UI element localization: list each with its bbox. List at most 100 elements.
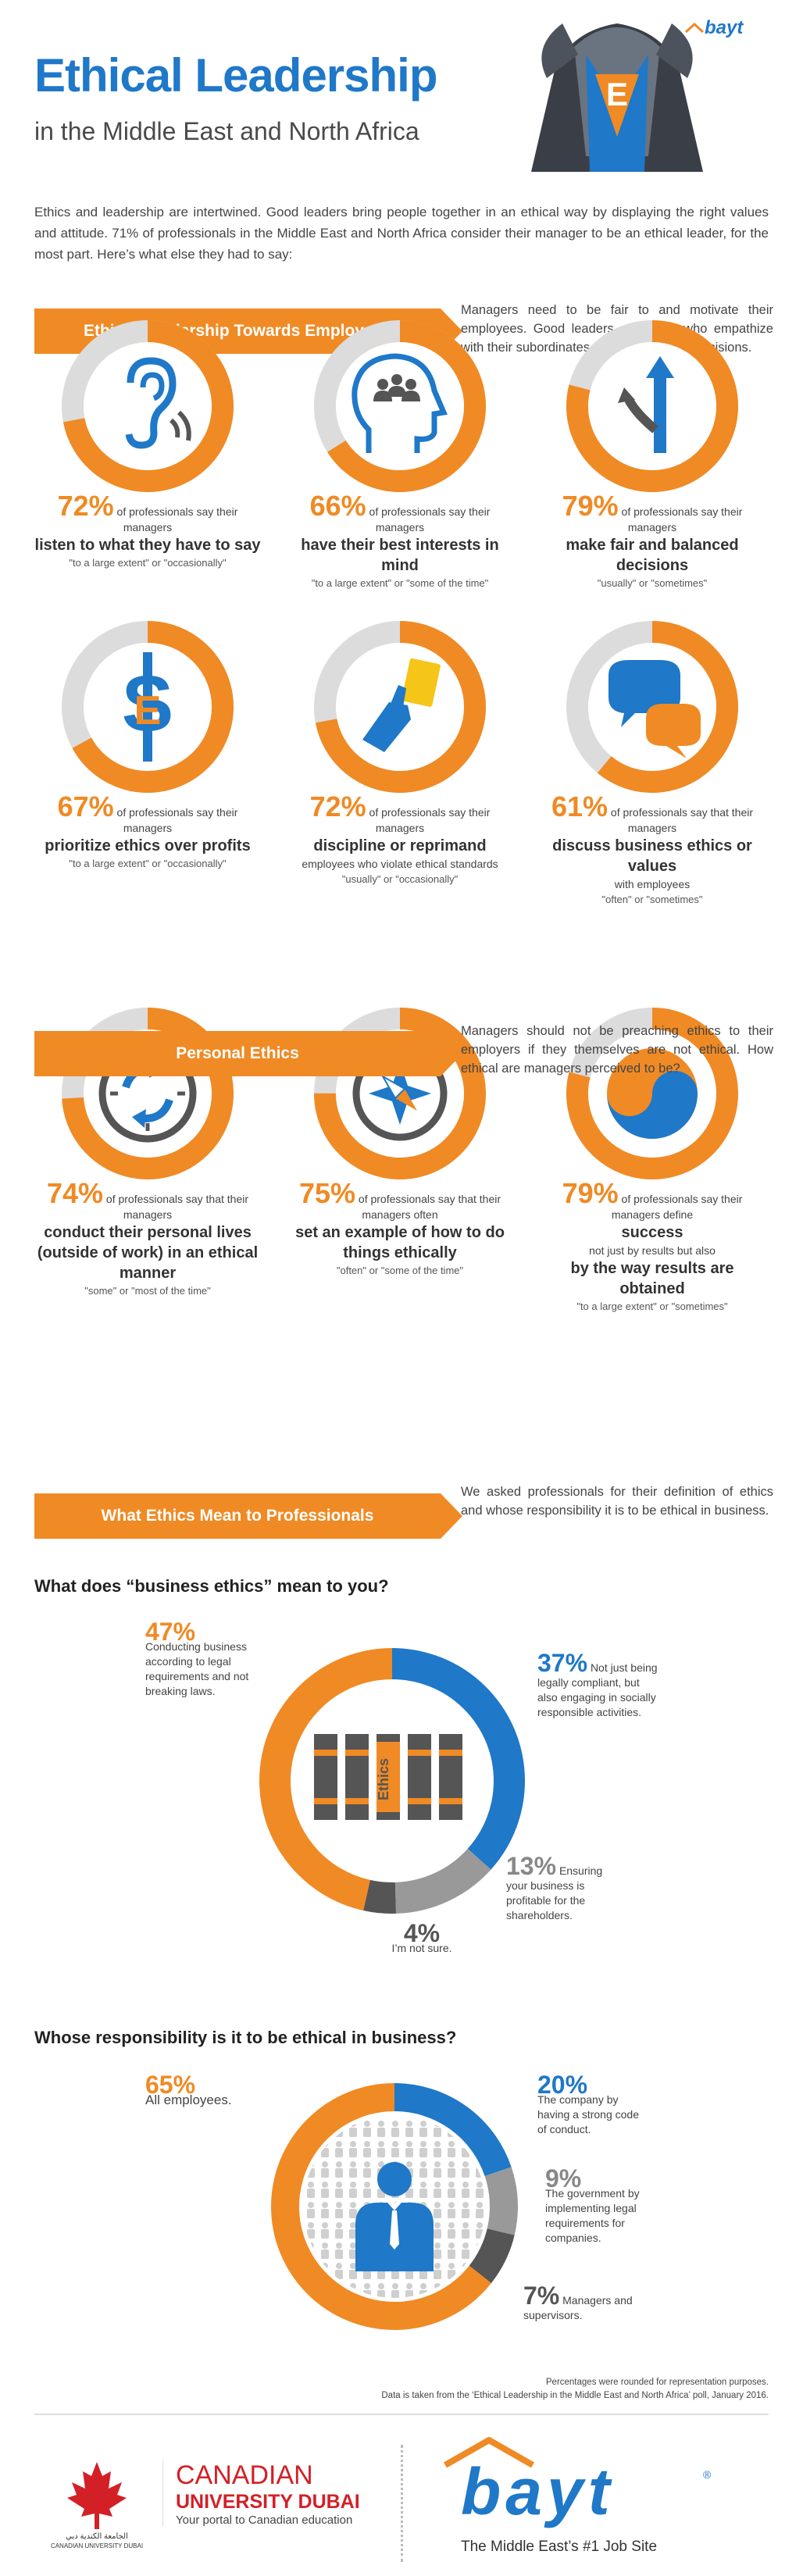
stat-highlight: discipline or reprimand xyxy=(313,837,487,855)
responsibility-donut-chart xyxy=(271,2083,518,2330)
ring-fill xyxy=(62,621,234,793)
svg-text:E: E xyxy=(606,76,628,112)
stat-qualifier: "often" or "some of the time" xyxy=(336,1265,464,1276)
stat-percent: 74% xyxy=(46,1177,104,1209)
stat-pre: of professionals say their managers xyxy=(369,806,491,834)
stat-pre: of professionals say their managers xyxy=(116,505,238,533)
svg-text:E: E xyxy=(134,688,162,733)
stat-qualifier: "to a large extent" or "some of the time… xyxy=(311,577,489,589)
q2-answer-65: 65% All employees. xyxy=(145,2071,232,2107)
bayt-roof-icon xyxy=(684,23,705,34)
stat-card-5: 72% of professionals say their managers … xyxy=(287,793,513,887)
stat-ring-5 xyxy=(314,621,486,793)
section-banner-meaning: What Ethics Mean to Professionals xyxy=(34,1493,462,1539)
stat-highlight: make fair and balanced decisions xyxy=(566,537,739,574)
stat-qualifier: "to a large extent" or "occasionally" xyxy=(69,557,227,569)
bayt-logo-top: bayt xyxy=(684,17,743,39)
q1-answer-13: 13% Ensuring your business is profitable… xyxy=(506,1852,603,1921)
business-ethics-donut-chart xyxy=(259,1648,525,1914)
ring-fill xyxy=(314,320,486,492)
q1-answer-4: 4% I’m not sure. xyxy=(391,1919,452,1954)
section-desc-meaning: We asked professionals for their definit… xyxy=(461,1485,773,1518)
bayt-wordmark: bayt xyxy=(461,2455,615,2528)
q1-answer-47: 47% Conducting business according to leg… xyxy=(145,1618,249,1697)
stat-ring-7 xyxy=(62,1008,234,1179)
stat-card-1: 72% of professionals say their managers … xyxy=(34,492,261,571)
q1-answer-37: 37% Not just being legally compliant, bu… xyxy=(537,1649,658,1718)
stat-card-9: 79% of professionals say their managers … xyxy=(539,1179,766,1315)
stat-post: with employees xyxy=(614,878,691,890)
stat-qualifier: "some" or "most of the time" xyxy=(84,1285,211,1297)
speech-bubbles-icon xyxy=(608,660,701,758)
stat-highlight: success xyxy=(621,1224,683,1241)
stat-highlight-2: by the way results are obtained xyxy=(570,1260,734,1297)
cud-small-name: CANADIAN UNIVERSITY DUBAI xyxy=(50,2542,144,2549)
stat-percent: 79% xyxy=(562,490,619,522)
crowd-businessman-icon xyxy=(303,2115,486,2298)
stat-card-3: 79% of professionals say their managers … xyxy=(539,492,766,591)
yin-yang-icon: +– xyxy=(607,1048,698,1139)
stat-qualifier: "usually" or "sometimes" xyxy=(597,577,708,589)
ring-fill xyxy=(566,320,738,492)
stat-ring-2 xyxy=(314,320,486,492)
stat-card-8: 75% of professionals say that their mana… xyxy=(287,1179,513,1279)
q2-answer-20: 20% The company by having a strong code … xyxy=(537,2071,639,2135)
stat-highlight: conduct their personal lives (outside of… xyxy=(37,1224,259,1282)
ring-fill xyxy=(566,621,738,793)
yellow-card-icon xyxy=(362,658,441,752)
stat-highlight: have their best interests in mind xyxy=(301,537,499,574)
ring-fill xyxy=(314,1008,486,1179)
question-responsibility: Whose responsibility is it to be ethical… xyxy=(34,2028,457,2047)
stat-pre: of professionals say their managers defi… xyxy=(611,1193,743,1221)
svg-text:+: + xyxy=(642,1062,656,1088)
stat-highlight: listen to what they have to say xyxy=(34,537,261,554)
cud-logo: الجامعة الكندية دبي CANADIAN UNIVERSITY … xyxy=(34,2460,370,2562)
stat-post: employees who violate ethical standards xyxy=(302,858,498,870)
footer-divider xyxy=(34,2414,769,2415)
stat-pre: of professionals say their managers xyxy=(621,505,743,533)
donut-segment-2 xyxy=(271,2083,518,2330)
svg-text:–: – xyxy=(658,1092,673,1122)
ring-fill xyxy=(566,1008,738,1179)
stat-card-2: 66% of professionals say their managers … xyxy=(287,492,513,591)
ethics-dollar-icon: SE xyxy=(122,652,173,762)
stat-pre: of professionals say their managers xyxy=(116,806,238,834)
ethics-books-icon: Ethics xyxy=(314,1734,462,1820)
stat-ring-4: SE xyxy=(62,621,234,793)
footnotes: Percentages were rounded for representat… xyxy=(381,2378,769,2400)
ear-icon xyxy=(125,357,191,449)
donut-segment-4 xyxy=(259,1648,525,1914)
stat-highlight: prioritize ethics over profits xyxy=(45,837,251,855)
stat-percent: 66% xyxy=(309,490,366,522)
stat-post: not just by results but also xyxy=(589,1244,716,1257)
bayt-tagline: The Middle East’s #1 Job Site xyxy=(461,2539,658,2555)
page-subtitle: in the Middle East and North Africa xyxy=(34,117,419,145)
section-banner-personal: Personal Ethics xyxy=(34,1031,462,1076)
cud-name-line2: UNIVERSITY DUBAI xyxy=(176,2491,360,2513)
stat-qualifier: "usually" or "occasionally" xyxy=(341,873,459,885)
stat-percent: 79% xyxy=(562,1177,619,1209)
stat-ring-1 xyxy=(62,320,234,492)
intro-paragraph: Ethics and leadership are intertwined. G… xyxy=(34,205,769,262)
stat-percent: 72% xyxy=(57,490,114,522)
stat-highlight: set an example of how to do things ethic… xyxy=(295,1224,505,1261)
donut-segment-4 xyxy=(271,2083,518,2330)
stat-pre: of professionals say that their managers xyxy=(105,1193,249,1221)
page-title: Ethical Leadership xyxy=(34,49,437,102)
q2-answer-9: 9% The government by implementing legal … xyxy=(545,2164,640,2244)
maple-leaf-icon xyxy=(67,2462,127,2529)
stat-percent: 75% xyxy=(298,1177,356,1209)
cud-tagline: Your portal to Canadian education xyxy=(176,2514,353,2527)
head-people-icon xyxy=(352,353,448,453)
footer-separator xyxy=(401,2445,403,2562)
superhero-illustration: E xyxy=(531,23,703,172)
stat-card-6: 61% of professionals say that their mana… xyxy=(539,793,766,908)
section-desc-personal: Managers should not be preaching ethics … xyxy=(461,1024,773,1076)
stat-ring-6 xyxy=(566,621,738,793)
ring-fill xyxy=(62,1008,234,1179)
arrow-split-icon xyxy=(618,356,674,453)
stat-ring-9: +– xyxy=(566,1008,738,1179)
ring-fill xyxy=(314,621,486,793)
ethics-book-label: Ethics xyxy=(376,1758,391,1800)
stat-pre: of professionals say that their managers xyxy=(610,806,754,834)
